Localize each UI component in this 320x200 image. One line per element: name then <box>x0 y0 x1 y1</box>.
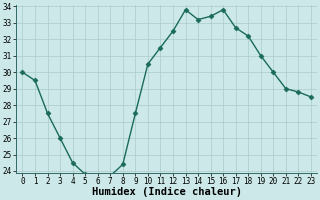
X-axis label: Humidex (Indice chaleur): Humidex (Indice chaleur) <box>92 187 242 197</box>
